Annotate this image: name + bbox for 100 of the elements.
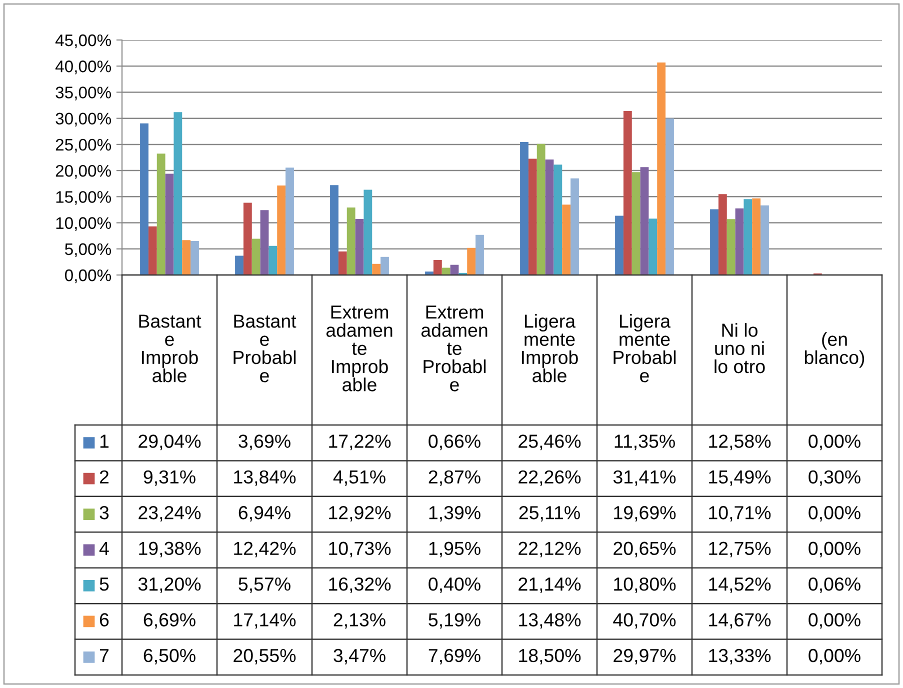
data-label: 1,39% xyxy=(429,506,480,522)
legend-label: 6 xyxy=(100,613,109,626)
bar xyxy=(760,205,769,275)
data-label: 0,00% xyxy=(808,506,860,522)
data-label: 4,51% xyxy=(333,470,386,486)
data-label: 0,00% xyxy=(808,613,860,629)
legend-label: 1 xyxy=(100,434,109,448)
data-label: 14,52% xyxy=(709,577,771,593)
data-label: 2,13% xyxy=(334,613,386,629)
x-tick-label: (en blanco) xyxy=(804,332,864,368)
data-label: 25,46% xyxy=(518,434,581,450)
data-label: 12,75% xyxy=(709,542,771,558)
data-label: 10,73% xyxy=(329,542,391,558)
data-label: 13,48% xyxy=(519,613,581,629)
data-label: 0,30% xyxy=(808,470,860,486)
bar xyxy=(165,174,174,275)
data-label: 10,80% xyxy=(614,577,676,593)
legend-label: 3 xyxy=(100,506,109,520)
x-tick-label: Extrem adamen te Improb able xyxy=(326,306,392,392)
data-label: 21,14% xyxy=(518,577,581,593)
x-tick-label: Bastant e Improb able xyxy=(139,314,202,382)
data-label: 14,67% xyxy=(709,613,771,629)
data-label: 6,94% xyxy=(238,506,290,522)
bar xyxy=(726,219,736,275)
data-label: 25,11% xyxy=(519,506,580,522)
bar xyxy=(476,234,484,275)
y-tick-label: 10,00% xyxy=(56,217,111,231)
bar xyxy=(615,216,624,275)
data-label: 3,47% xyxy=(334,648,386,664)
data-label: 17,14% xyxy=(234,613,296,629)
bar xyxy=(190,241,199,275)
bar xyxy=(710,209,718,275)
bar xyxy=(355,218,364,275)
data-label: 0,66% xyxy=(428,434,480,450)
data-label: 0,00% xyxy=(808,542,860,558)
bar xyxy=(640,167,649,275)
data-label: 1,95% xyxy=(429,542,480,558)
bar xyxy=(562,204,571,275)
y-tick-label: 40,00% xyxy=(55,60,111,74)
bar xyxy=(666,118,674,275)
bar xyxy=(182,240,191,275)
data-label: 13,84% xyxy=(234,470,296,486)
data-label: 17,22% xyxy=(329,434,391,450)
bar xyxy=(520,142,528,275)
x-tick-label: Bastant e Probabl e xyxy=(234,314,296,382)
data-label: 15,49% xyxy=(709,470,771,486)
data-label: 6,69% xyxy=(144,613,196,629)
bar xyxy=(648,218,658,275)
bar xyxy=(632,172,640,275)
data-label: 9,31% xyxy=(144,470,196,486)
bar xyxy=(364,190,372,275)
data-label: 22,12% xyxy=(518,542,581,558)
data-label: 12,92% xyxy=(329,506,391,522)
bar xyxy=(735,208,744,275)
data-label: 20,55% xyxy=(234,648,296,664)
bar xyxy=(156,154,166,275)
data-label: 19,38% xyxy=(139,542,201,558)
data-label: 19,69% xyxy=(614,506,676,522)
data-label: 29,04% xyxy=(138,434,201,450)
data-label: 16,32% xyxy=(329,577,391,593)
data-label: 0,40% xyxy=(428,577,480,593)
data-label: 12,58% xyxy=(709,434,771,450)
bar xyxy=(528,158,537,275)
y-tick-label: 25,00% xyxy=(56,138,111,153)
data-label: 0,00% xyxy=(808,648,860,664)
x-tick-label: Ligera mente Probabl e xyxy=(614,314,676,382)
bar xyxy=(268,246,278,275)
data-label: 0,00% xyxy=(808,434,860,450)
bar xyxy=(380,256,389,275)
bar xyxy=(433,260,442,275)
data-label: 5,57% xyxy=(238,578,290,593)
bar xyxy=(286,168,294,275)
bar xyxy=(372,264,381,275)
data-label: 11,35% xyxy=(614,434,675,450)
data-label: 13,33% xyxy=(709,648,771,664)
data-label: 31,20% xyxy=(138,577,201,593)
data-label: 18,50% xyxy=(519,648,581,664)
bar xyxy=(140,123,148,275)
y-tick-label: 35,00% xyxy=(56,86,111,100)
data-label: 3,69% xyxy=(238,434,290,450)
data-label: 7,69% xyxy=(428,648,480,664)
data-label: 2,87% xyxy=(428,470,480,486)
data-label: 40,70% xyxy=(613,613,676,629)
data-label: 6,50% xyxy=(144,648,196,664)
bar xyxy=(235,256,244,275)
y-tick-label: 45,00% xyxy=(55,34,111,48)
data-label: 10,71% xyxy=(709,506,771,522)
bar xyxy=(148,226,157,275)
bar xyxy=(744,199,752,275)
data-label: 12,42% xyxy=(234,542,296,558)
bar xyxy=(657,62,666,275)
legend-label: 5 xyxy=(100,578,109,591)
bar xyxy=(260,210,269,275)
data-label: 20,65% xyxy=(614,542,676,558)
y-tick-label: 30,00% xyxy=(56,112,111,127)
y-tick-label: 5,00% xyxy=(64,243,111,258)
data-label: 23,24% xyxy=(138,506,201,522)
legend-label: 7 xyxy=(100,649,108,662)
legend-label: 4 xyxy=(99,542,109,555)
bar xyxy=(554,164,562,275)
